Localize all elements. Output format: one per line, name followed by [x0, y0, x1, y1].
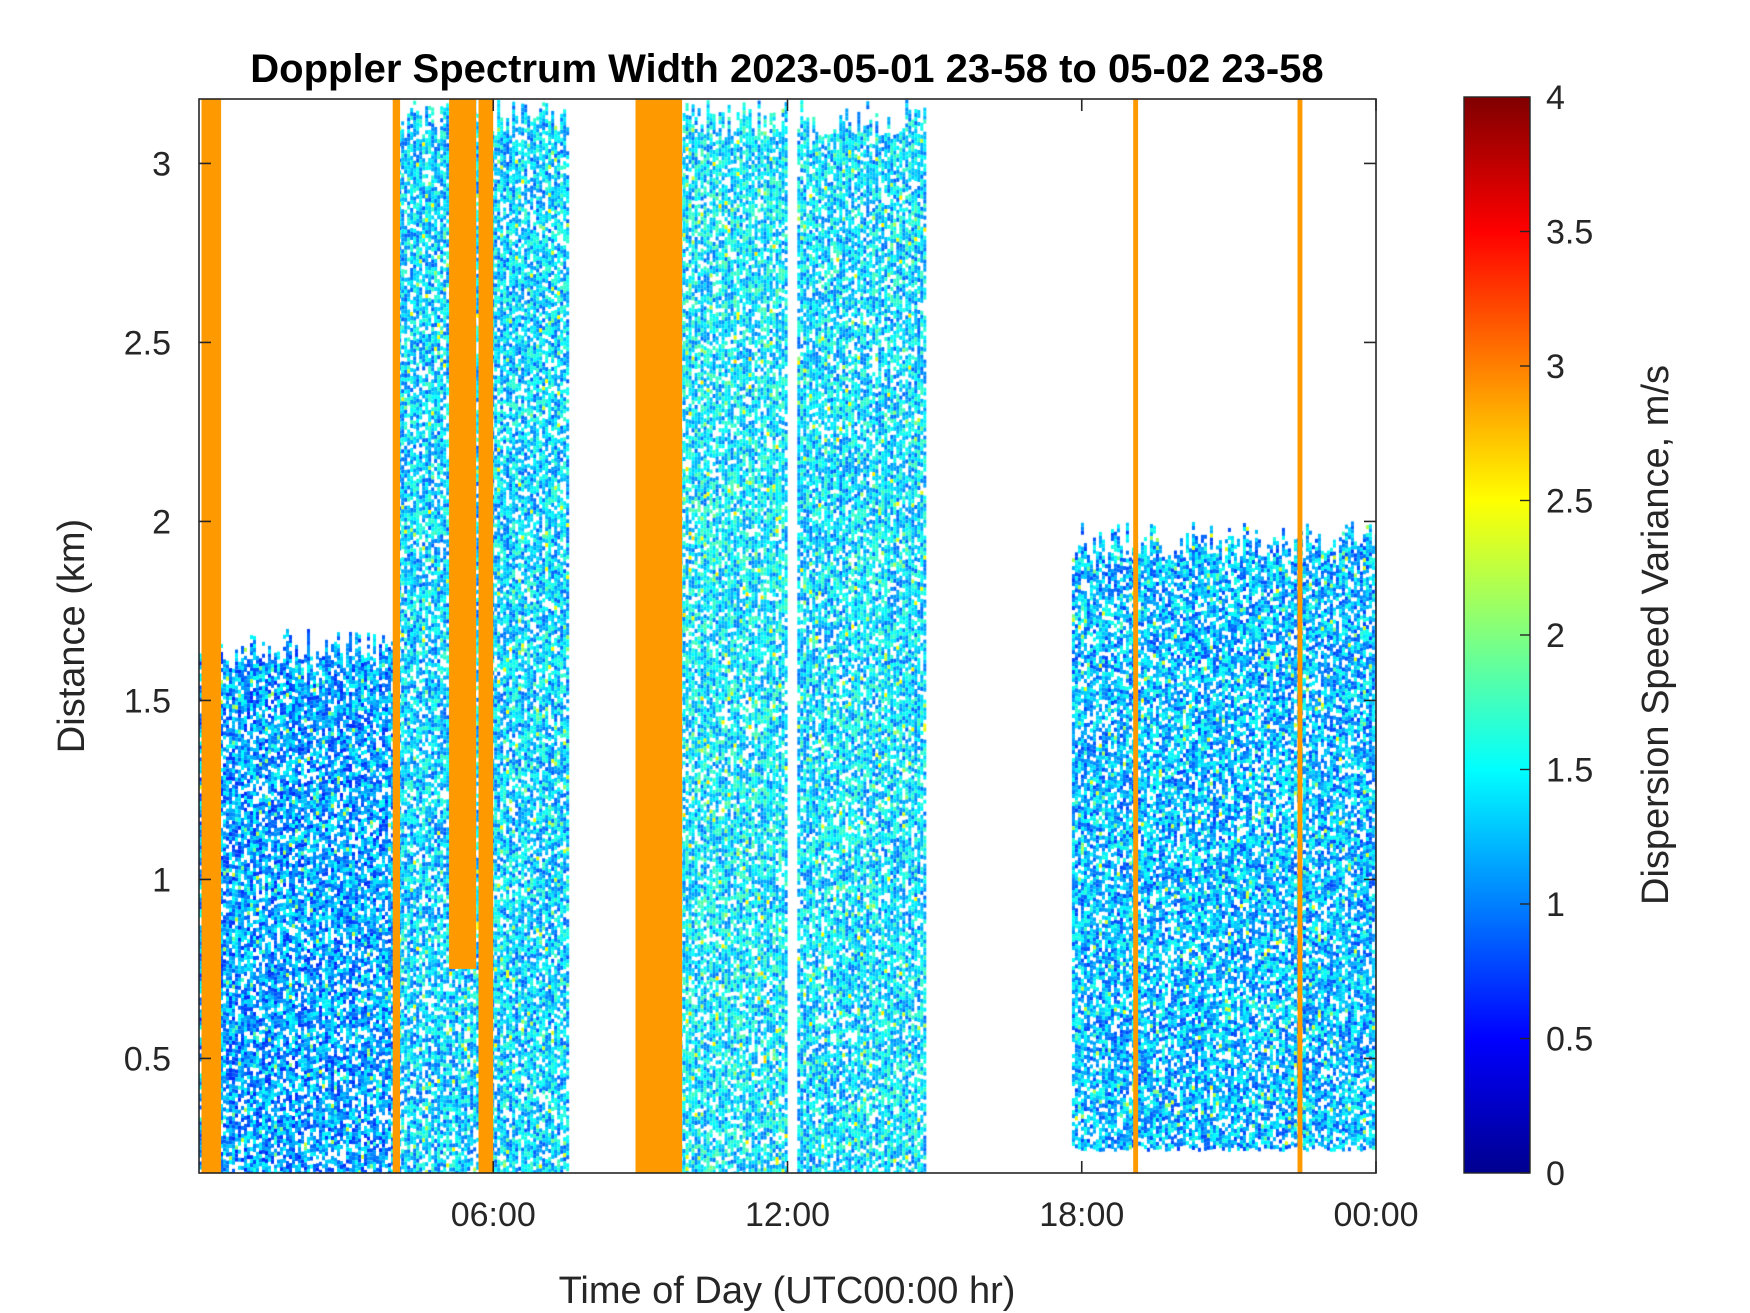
y-tick-label: 2	[152, 503, 171, 541]
saturated-band-4	[478, 99, 494, 1173]
y-tick-label: 1	[152, 861, 171, 899]
y-axis-ticks: 0.5 1 1.5 2 2.5 3	[124, 145, 1376, 1078]
saturated-bands	[201, 99, 1303, 1173]
saturated-band-3	[449, 99, 477, 969]
colorbar-tick-label: 2.5	[1546, 483, 1593, 521]
x-axis-ticks: 06:00 12:00 18:00 00:00	[451, 99, 1419, 1234]
saturated-band-2	[392, 99, 401, 1173]
saturated-band-1	[201, 99, 222, 1173]
saturated-band-7	[1297, 99, 1303, 1173]
colorbar-tick-label: 1	[1546, 886, 1565, 924]
colorbar-tick-label: 1.5	[1546, 752, 1593, 790]
x-tick-label: 12:00	[745, 1196, 830, 1234]
x-tick-label: 18:00	[1039, 1196, 1124, 1234]
heatmap-texture	[199, 99, 1376, 1173]
colorbar-label: Dispersion Speed Variance, m/s	[1635, 365, 1677, 905]
saturated-band-5	[635, 99, 683, 1173]
y-tick-label: 1.5	[124, 682, 171, 720]
x-tick-label: 06:00	[451, 1196, 536, 1234]
colorbar-ticks: 0 0.5 1 1.5 2 2.5 3 3.5 4	[1520, 79, 1593, 1193]
colorbar-gradient	[1463, 96, 1531, 1174]
saturated-band-6	[1133, 99, 1139, 1173]
plot-area: 06:00 12:00 18:00 00:00 0.5 1 1.5 2 2.5 3	[124, 98, 1419, 1234]
colorbar-tick-label: 0	[1546, 1155, 1565, 1193]
x-tick-label: 00:00	[1333, 1196, 1418, 1234]
y-tick-label: 3	[152, 145, 171, 183]
heatmap-cells	[199, 99, 1376, 1173]
colorbar-tick-label: 0.5	[1546, 1021, 1593, 1059]
y-tick-label: 2.5	[124, 324, 171, 362]
colorbar: 0 0.5 1 1.5 2 2.5 3 3.5 4 Dispersion Speed Varia…	[1463, 79, 1677, 1193]
y-tick-label: 0.5	[124, 1040, 171, 1078]
y-axis-label: Distance (km)	[51, 519, 93, 753]
chart-title: Doppler Spectrum Width 2023-05-01 23-58 …	[250, 47, 1323, 91]
colorbar-tick-label: 3	[1546, 348, 1565, 386]
colorbar-tick-label: 2	[1546, 617, 1565, 655]
x-axis-label: Time of Day (UTC00:00 hr)	[559, 1270, 1016, 1312]
colorbar-tick-label: 4	[1546, 79, 1565, 117]
colorbar-tick-label: 3.5	[1546, 214, 1593, 252]
